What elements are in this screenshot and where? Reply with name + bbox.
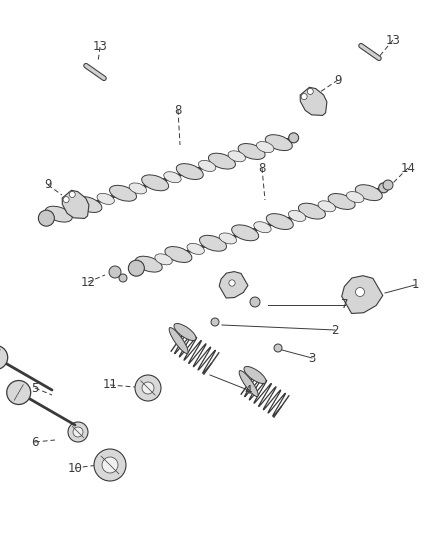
- Ellipse shape: [232, 225, 259, 241]
- Circle shape: [250, 297, 260, 307]
- Circle shape: [142, 382, 154, 394]
- Ellipse shape: [266, 214, 293, 230]
- Ellipse shape: [219, 233, 237, 244]
- Ellipse shape: [129, 183, 147, 194]
- Circle shape: [307, 88, 313, 94]
- Circle shape: [109, 266, 121, 278]
- Text: 9: 9: [334, 74, 342, 86]
- Ellipse shape: [165, 247, 192, 262]
- Polygon shape: [219, 272, 248, 298]
- Text: 3: 3: [308, 351, 316, 365]
- Text: 13: 13: [92, 41, 107, 53]
- Ellipse shape: [288, 211, 306, 221]
- Polygon shape: [300, 87, 327, 116]
- Text: 1: 1: [411, 279, 419, 292]
- Ellipse shape: [257, 142, 274, 152]
- Polygon shape: [62, 190, 89, 219]
- Circle shape: [94, 449, 126, 481]
- Circle shape: [378, 183, 389, 193]
- Ellipse shape: [97, 193, 114, 204]
- Ellipse shape: [318, 201, 336, 212]
- Ellipse shape: [346, 191, 364, 203]
- Text: 5: 5: [31, 382, 39, 394]
- Text: 4: 4: [244, 384, 252, 397]
- Text: 2: 2: [331, 324, 339, 336]
- Ellipse shape: [169, 328, 188, 353]
- Text: 8: 8: [258, 161, 266, 174]
- Text: 8: 8: [174, 103, 182, 117]
- Ellipse shape: [164, 172, 181, 183]
- Ellipse shape: [254, 222, 271, 233]
- Circle shape: [211, 318, 219, 326]
- Text: 9: 9: [44, 179, 52, 191]
- Ellipse shape: [298, 203, 325, 219]
- Circle shape: [73, 427, 83, 437]
- Text: 6: 6: [31, 435, 39, 448]
- Circle shape: [69, 191, 75, 197]
- Ellipse shape: [65, 204, 82, 215]
- Text: 10: 10: [67, 462, 82, 474]
- Circle shape: [274, 344, 282, 352]
- Circle shape: [356, 287, 364, 296]
- Ellipse shape: [176, 164, 203, 180]
- Ellipse shape: [200, 236, 226, 251]
- Ellipse shape: [198, 160, 216, 172]
- Circle shape: [119, 274, 127, 282]
- Circle shape: [289, 133, 299, 143]
- Circle shape: [301, 94, 307, 100]
- Circle shape: [128, 260, 145, 276]
- Ellipse shape: [328, 193, 355, 209]
- Circle shape: [68, 422, 88, 442]
- Circle shape: [102, 457, 118, 473]
- Ellipse shape: [228, 151, 245, 162]
- Ellipse shape: [238, 143, 265, 159]
- Ellipse shape: [141, 175, 169, 191]
- Ellipse shape: [110, 185, 137, 201]
- Ellipse shape: [355, 185, 382, 200]
- Circle shape: [39, 210, 54, 226]
- Ellipse shape: [265, 135, 292, 151]
- Ellipse shape: [75, 197, 102, 213]
- Ellipse shape: [45, 206, 72, 222]
- Circle shape: [229, 280, 235, 286]
- Text: 14: 14: [400, 161, 416, 174]
- Circle shape: [0, 345, 8, 369]
- Ellipse shape: [155, 254, 172, 265]
- Circle shape: [7, 381, 31, 405]
- Text: 13: 13: [385, 34, 400, 46]
- Text: 11: 11: [102, 378, 117, 392]
- Polygon shape: [342, 276, 383, 313]
- Ellipse shape: [135, 256, 162, 272]
- Ellipse shape: [244, 367, 266, 384]
- Circle shape: [383, 180, 393, 190]
- Circle shape: [135, 375, 161, 401]
- Ellipse shape: [187, 244, 205, 254]
- Ellipse shape: [208, 153, 235, 169]
- Circle shape: [63, 197, 69, 203]
- Text: 7: 7: [341, 298, 349, 311]
- Ellipse shape: [174, 324, 196, 341]
- Text: 12: 12: [81, 276, 95, 288]
- Ellipse shape: [239, 370, 258, 397]
